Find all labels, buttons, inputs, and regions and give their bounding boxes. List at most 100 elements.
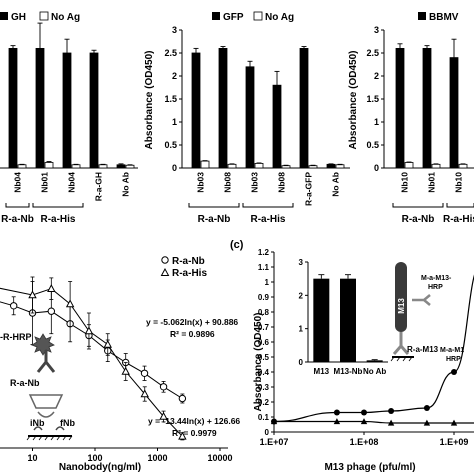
legend-swatch-no-ag [39, 11, 49, 21]
label-r-a-m13: R-a-M13 [407, 345, 439, 354]
bar-nb03 [245, 66, 255, 169]
inset-y-tick-label: 2 [299, 291, 304, 300]
y-tick-label: 0.9 [258, 293, 270, 302]
x-tick-label: No Ab [331, 172, 341, 197]
data-point-m-a-m13-hrp [333, 409, 340, 416]
legend-label-r-a-nb: R-a-Nb [172, 256, 205, 267]
x-tick-label: 1.E+07 [260, 437, 289, 447]
data-point-r-a-nb [9, 302, 18, 310]
legend-label-r-a-his: R-a-His [172, 268, 207, 279]
bar-no ab [326, 163, 336, 169]
data-point-r-a-his [103, 339, 112, 348]
y-tick-label: 3 [172, 25, 177, 35]
label-right-1: M-a-M1 [440, 347, 464, 354]
hrp-star-icon [31, 333, 55, 356]
x-tick-label: No Ab [121, 172, 131, 197]
y-axis-title-gfp: Absorbance (OD450) [144, 51, 155, 150]
x-tick-label: Nb04 [13, 172, 23, 193]
group-label-r-a-his: R-a-His [443, 214, 474, 225]
y-tick-label: 0.6 [258, 338, 270, 347]
bar-nb03 [191, 52, 201, 169]
series-line-r-a-nb [0, 301, 183, 399]
r2-r-a-nb: R² = 0.9896 [170, 329, 215, 339]
y-axis-title-m13: Absorbance (OD450) [253, 313, 264, 412]
bar-no-ag-nb10 [458, 163, 468, 169]
equation-r-a-his: y = -13.44ln(x) + 126.66 [148, 416, 240, 426]
bar-no ab [116, 164, 126, 169]
x-tick-label: 10000 [207, 453, 232, 463]
bar-no-ag-no ab [125, 164, 135, 169]
bar-r-a-gfp [299, 48, 309, 169]
bar-nb04 [62, 52, 72, 169]
data-point-r-a-his [65, 299, 75, 308]
label-m-a-m13-hrp-1: M-a-M13- [421, 275, 452, 282]
group-bracket [188, 203, 240, 208]
bar-nb10 [395, 48, 405, 169]
bar-no-ag-nb10 [404, 162, 414, 169]
x-axis-title: M13 phage (pfu/ml) [324, 462, 415, 473]
group-label-r-a-nb: R-a-Nb [1, 214, 34, 225]
bar-nb01 [422, 48, 432, 169]
nanobody-link-icon [37, 411, 55, 418]
bar-nb04 [8, 48, 18, 169]
bar-nb01 [35, 48, 45, 169]
legend-gfp: GFP No Ag [212, 11, 294, 23]
x-tick-label: Nb08 [223, 172, 233, 193]
bar-no-ag-nb08 [227, 163, 237, 169]
chart-gfp: Absorbance (OD450) GFP No Ag 0 0.5 1 1.5 2 2.… [144, 11, 350, 225]
y-tick-label: 1 [172, 117, 177, 127]
y-tick-label: 0 [172, 163, 177, 173]
inset-y-tick-label: 3 [299, 258, 304, 267]
bar-no-ag-r-a-gfp [308, 165, 318, 169]
chart-m13-phage: (c) Absorbance (OD450) 0 0.1 0.2 0.3 0.4 0.5 0… [230, 239, 474, 473]
legend-label-no-ag: No Ag [51, 12, 80, 23]
data-point-m-a-m13-hrp [361, 409, 367, 416]
label-m-a-m13-hrp-2: HRP [428, 284, 443, 291]
diagram-label-fnb: fNb [60, 418, 75, 428]
y-tick-label: 1.1 [258, 263, 270, 272]
x-tick-label: Nb01 [40, 172, 50, 193]
y-tick-label: 0.3 [258, 383, 270, 392]
inset-x-tick-label: M13-Nb [334, 367, 363, 376]
diagram-label-hrp: -R-HRP [0, 332, 32, 342]
detection-antibody-icon [412, 294, 431, 306]
inset-x-tick-label: No Ab [363, 367, 386, 376]
x-tick-label: 1000 [147, 453, 167, 463]
y-tick-label: 1 [265, 278, 270, 287]
bar-no-ag-nb03 [254, 162, 264, 169]
data-point-m-a-m13 [387, 419, 395, 426]
diagram-label-ranb: R-a-Nb [10, 378, 40, 388]
legend-marker-r-a-his [160, 267, 170, 276]
phage-schematic: M13 M-a-M13- HRP R-a-M13 M-a-M1 HRP [390, 262, 464, 363]
x-tick-label: 1.E+09 [440, 437, 469, 447]
data-point-r-a-his [140, 389, 149, 398]
bar-nb08 [218, 48, 228, 169]
inset-bar-m13-nb [340, 278, 356, 362]
y-tick-label: 1.5 [366, 94, 379, 104]
data-point-r-a-nb [47, 307, 56, 315]
x-tick-label: Nb04 [67, 172, 77, 193]
series-line-m-a-m13 [274, 420, 474, 424]
series-line-r-a-his [0, 287, 183, 437]
y-tick-label: 2 [374, 71, 379, 81]
y-tick-label: 0.2 [258, 398, 270, 407]
data-point-m-a-m13 [270, 418, 278, 425]
x-tick-label: Nb10 [454, 172, 464, 193]
group-bracket [392, 203, 444, 208]
plate-hatch-m13-icon [390, 356, 413, 362]
bar-no-ag-nb08 [281, 165, 291, 169]
data-point-r-a-his [47, 284, 56, 292]
inset-bar-m13 [313, 278, 330, 362]
legend-swatch-no-ag-gfp [253, 11, 263, 21]
legend-nanobody: R-a-Nb R-a-His [160, 256, 207, 279]
data-point-m-a-m13-hrp [388, 408, 395, 414]
legend-bbmv: BBMV [418, 12, 459, 23]
nanobody-pair-icon [28, 394, 64, 409]
m13-phage-icon [395, 262, 407, 332]
y-tick-label: 0.4 [258, 368, 270, 377]
bar-no-ag-nb03 [200, 160, 210, 169]
y-tick-label: 1.5 [164, 94, 177, 104]
inset-x-tick-label: M13 [314, 367, 330, 376]
capture-antibody-icon [392, 332, 410, 355]
